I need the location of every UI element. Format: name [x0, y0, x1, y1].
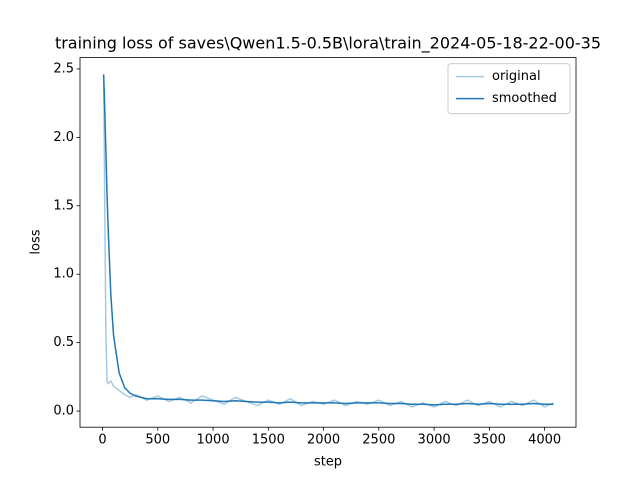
x-tick-label: 0: [98, 433, 106, 448]
x-tick-label: 500: [145, 433, 170, 448]
x-tick-label: 1500: [252, 433, 285, 448]
x-tick-label: 3000: [418, 433, 451, 448]
series-line: [102, 74, 554, 406]
x-tick-label: 1000: [197, 433, 230, 448]
x-tick-label: 2000: [307, 433, 340, 448]
y-axis-label: loss: [29, 229, 44, 254]
y-tick-label: 1.5: [53, 198, 74, 213]
y-tick-label: 0.5: [53, 335, 74, 350]
x-axis-label: step: [314, 455, 342, 470]
x-tick-label: 2500: [362, 433, 395, 448]
y-tick-label: 2.5: [53, 61, 74, 76]
y-tick-label: 0.0: [53, 404, 74, 419]
x-tick-label: 4000: [528, 433, 561, 448]
y-tick-label: 1.0: [53, 267, 74, 282]
axes-frame: [79, 57, 577, 428]
x-tick-label: 3500: [473, 433, 506, 448]
series-line: [102, 74, 554, 408]
legend-label: smoothed: [492, 91, 557, 106]
legend-label: original: [492, 69, 541, 84]
y-tick-label: 2.0: [53, 130, 74, 145]
chart-title: training loss of saves\Qwen1.5-0.5B\lora…: [55, 34, 601, 54]
